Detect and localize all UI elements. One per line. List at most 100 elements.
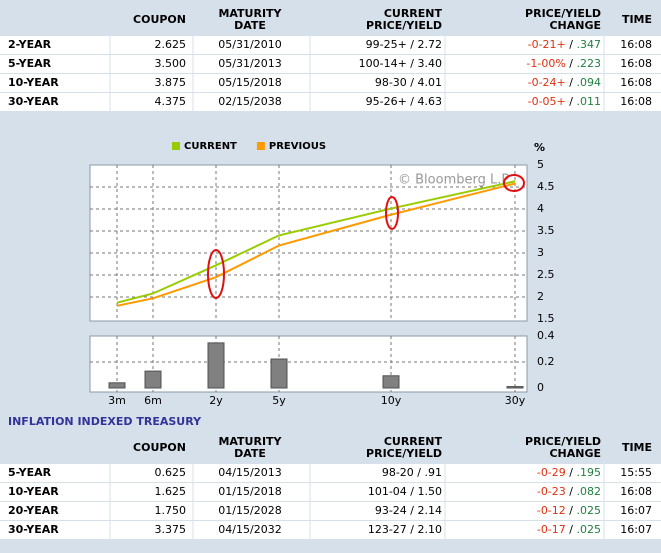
cell: 16:08 [620, 485, 652, 498]
table-row [0, 55, 661, 73]
table-row [0, 93, 661, 111]
column-header: COUPON [133, 13, 186, 26]
cell: 04/15/2013 [218, 466, 281, 479]
change-part: / [569, 523, 573, 536]
section-title: INFLATION INDEXED TREASURY [8, 415, 202, 428]
change-cell: -0-24+ / .094 [528, 76, 601, 89]
change-cell: -0-29 / .195 [537, 466, 601, 479]
cell: 4.375 [155, 95, 187, 108]
column-header: COUPON [133, 441, 186, 454]
x-tick-label: 3m [108, 394, 126, 407]
row-label: 5-YEAR [8, 466, 52, 479]
change-cell: -0-21+ / .347 [528, 38, 601, 51]
change-part: .082 [577, 485, 602, 498]
change-part: / [569, 76, 573, 89]
cell: 05/31/2010 [218, 38, 281, 51]
y-tick-label: 1.5 [537, 312, 555, 325]
column-header: TIME [622, 441, 652, 454]
bar [382, 375, 400, 389]
bar-plot-area [89, 335, 528, 393]
table-row [0, 483, 661, 501]
table-row [0, 36, 661, 54]
cell: 01/15/2028 [218, 504, 281, 517]
cell: 16:08 [620, 57, 652, 70]
cell: 01/15/2018 [218, 485, 281, 498]
table-row [0, 74, 661, 92]
change-cell: -1-00% / .223 [526, 57, 601, 70]
series-line [116, 182, 516, 307]
change-cell: -0-05+ / .011 [528, 95, 601, 108]
cell: 0.625 [155, 466, 187, 479]
column-header: PRICE/YIELD [366, 447, 442, 460]
change-part: -0-29 [537, 466, 566, 479]
cell: 05/15/2018 [218, 76, 281, 89]
x-tick-label: 10y [381, 394, 402, 407]
column-header: TIME [622, 13, 652, 26]
change-part: .347 [577, 38, 602, 51]
y-tick-label: 0.2 [537, 355, 555, 368]
column-header: CHANGE [549, 19, 601, 32]
y-tick-label: 0.4 [537, 329, 555, 342]
y-tick-label: 0 [537, 381, 544, 394]
change-part: / [569, 38, 573, 51]
cell: 02/15/2038 [218, 95, 281, 108]
bar [270, 358, 288, 389]
x-tick-label: 2y [209, 394, 223, 407]
change-cell: -0-17 / .025 [537, 523, 601, 536]
column-header: DATE [234, 447, 266, 460]
cell: 100-14+ / 3.40 [359, 57, 442, 70]
y-tick-label: 2.5 [537, 268, 555, 281]
x-tick-label: 5y [272, 394, 286, 407]
y-tick-label: 4.5 [537, 180, 555, 193]
x-tick-label: 30y [505, 394, 526, 407]
cell: 93-24 / 2.14 [375, 504, 442, 517]
change-part: .195 [577, 466, 602, 479]
highlight-ellipse [503, 174, 525, 192]
row-label: 30-YEAR [8, 523, 59, 536]
cell: 95-26+ / 4.63 [366, 95, 442, 108]
cell: 123-27 / 2.10 [368, 523, 442, 536]
y-tick-label: 2 [537, 290, 544, 303]
chart-marks: 1.5 2 2.5 3 3.5 4 4.5 5 0 0.2 0.4 3m 6m 2y 5y 10y 30y CUR… [90, 141, 555, 407]
cell: 04/15/2032 [218, 523, 281, 536]
y-axis-label: % [534, 141, 545, 154]
table-row [0, 521, 661, 539]
legend-swatch [256, 142, 265, 150]
bar [108, 382, 126, 389]
column-header: DATE [234, 19, 266, 32]
change-part: -0-05+ [528, 95, 566, 108]
y-tick-label: 4 [537, 202, 544, 215]
cell: 99-25+ / 2.72 [366, 38, 442, 51]
change-part: -1-00% [526, 57, 565, 70]
cell: 16:07 [620, 504, 652, 517]
change-part: .011 [577, 95, 602, 108]
column-header: PRICE/YIELD [525, 435, 601, 448]
change-part: -0-12 [537, 504, 566, 517]
change-part: .223 [577, 57, 602, 70]
legend-label: PREVIOUS [269, 141, 326, 152]
cell: 1.750 [155, 504, 187, 517]
highlight-ellipse [385, 196, 399, 230]
row-label: 5-YEAR [8, 57, 52, 70]
change-part: / [569, 57, 573, 70]
highlight-ellipse [207, 249, 225, 299]
change-cell: -0-23 / .082 [537, 485, 601, 498]
row-label: 10-YEAR [8, 76, 59, 89]
cell: 2.625 [155, 38, 187, 51]
cell: 15:55 [620, 466, 652, 479]
change-part: -0-21+ [528, 38, 566, 51]
change-part: / [569, 466, 573, 479]
cell: 101-04 / 1.50 [368, 485, 442, 498]
column-header: MATURITY [218, 7, 282, 20]
bar [144, 370, 162, 389]
bar [207, 342, 225, 389]
row-label: 20-YEAR [8, 504, 59, 517]
column-header: CURRENT [384, 435, 443, 448]
watermark: © Bloomberg L.P [398, 173, 509, 188]
column-header: PRICE/YIELD [525, 7, 601, 20]
cell: 3.375 [155, 523, 187, 536]
y-tick-label: 3.5 [537, 224, 555, 237]
legend-label: CURRENT [184, 141, 237, 152]
x-tick-label: 6m [144, 394, 162, 407]
y-tick-label: 3 [537, 246, 544, 259]
